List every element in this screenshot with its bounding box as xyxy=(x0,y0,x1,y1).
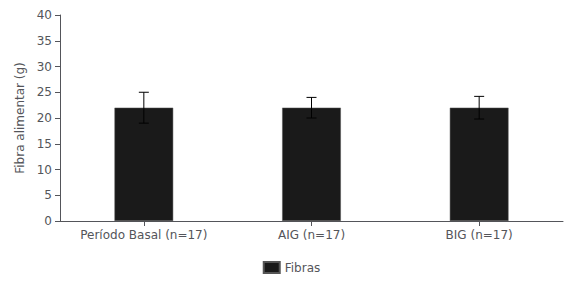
svg-text:Fibra alimentar (g): Fibra alimentar (g) xyxy=(13,62,27,174)
svg-text:25: 25 xyxy=(37,85,52,99)
svg-text:10: 10 xyxy=(37,163,52,177)
svg-text:40: 40 xyxy=(37,8,52,22)
svg-text:5: 5 xyxy=(44,188,52,202)
svg-text:15: 15 xyxy=(37,137,52,151)
svg-text:Período Basal (n=17): Período Basal (n=17) xyxy=(80,228,207,242)
svg-text:20: 20 xyxy=(37,111,52,125)
svg-text:BIG (n=17): BIG (n=17) xyxy=(446,228,513,242)
svg-text:35: 35 xyxy=(37,34,52,48)
svg-text:30: 30 xyxy=(37,60,52,74)
svg-text:Fibras: Fibras xyxy=(285,261,321,275)
svg-text:0: 0 xyxy=(44,214,52,228)
svg-text:AIG (n=17): AIG (n=17) xyxy=(278,228,345,242)
